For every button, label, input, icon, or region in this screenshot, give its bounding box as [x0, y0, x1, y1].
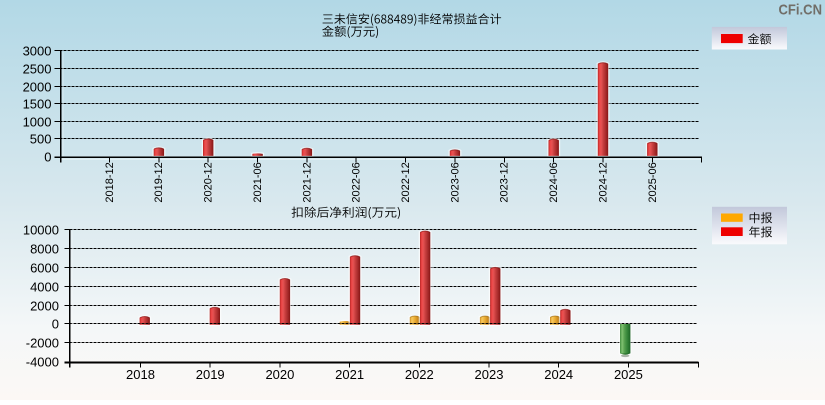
svg-text:2023-12: 2023-12 — [499, 162, 511, 202]
svg-text:2000: 2000 — [30, 298, 59, 313]
svg-text:0: 0 — [52, 316, 59, 331]
svg-text:1500: 1500 — [23, 96, 52, 111]
svg-text:2000: 2000 — [23, 79, 52, 94]
svg-text:2018: 2018 — [126, 367, 155, 382]
svg-text:2021-12: 2021-12 — [301, 162, 313, 202]
svg-text:3000: 3000 — [23, 43, 52, 58]
svg-text:8000: 8000 — [30, 241, 59, 256]
svg-text:10000: 10000 — [23, 222, 59, 237]
svg-text:2021-06: 2021-06 — [252, 162, 264, 202]
svg-text:2022-06: 2022-06 — [351, 162, 363, 202]
svg-text:2021: 2021 — [335, 367, 364, 382]
svg-text:2025: 2025 — [614, 367, 643, 382]
svg-text:2020: 2020 — [265, 367, 294, 382]
svg-text:2022-12: 2022-12 — [400, 162, 412, 202]
svg-text:2019: 2019 — [196, 367, 225, 382]
svg-text:2024-06: 2024-06 — [548, 162, 560, 202]
svg-text:2025-06: 2025-06 — [647, 162, 659, 202]
svg-text:CFi.CN: CFi.CN — [779, 2, 823, 19]
svg-text:2018-12: 2018-12 — [104, 162, 116, 202]
svg-text:6000: 6000 — [30, 260, 59, 275]
svg-text:-2000: -2000 — [26, 335, 59, 350]
svg-text:4000: 4000 — [30, 279, 59, 294]
svg-text:2023-06: 2023-06 — [449, 162, 461, 202]
svg-text:-4000: -4000 — [26, 354, 59, 369]
svg-text:500: 500 — [30, 131, 52, 146]
svg-text:2022: 2022 — [405, 367, 434, 382]
svg-text:2023: 2023 — [475, 367, 504, 382]
svg-text:2500: 2500 — [23, 61, 52, 76]
svg-text:2019-12: 2019-12 — [153, 162, 165, 202]
svg-text:0: 0 — [44, 149, 51, 164]
svg-text:2024-12: 2024-12 — [597, 162, 609, 202]
svg-text:2024: 2024 — [544, 367, 573, 382]
svg-text:1000: 1000 — [23, 114, 52, 129]
svg-text:2020-12: 2020-12 — [203, 162, 215, 202]
